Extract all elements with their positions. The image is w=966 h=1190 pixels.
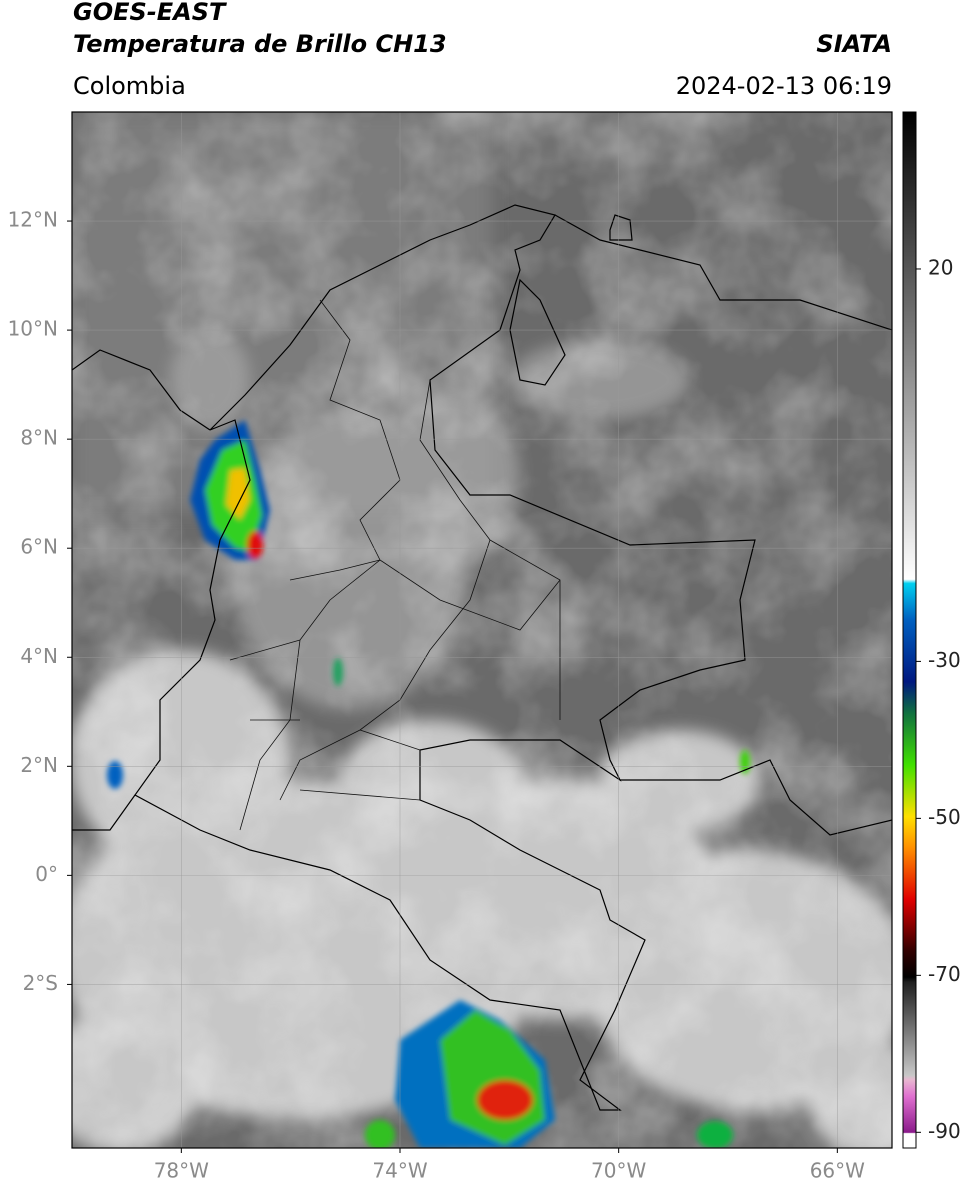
colorbar-tick-label: 20 [928,255,953,279]
region: Colombia [73,72,186,100]
departments [229,299,561,831]
y-tick-label: 2°N [20,753,58,777]
x-tick-label: 78°W [154,1159,209,1183]
x-tick-label: 66°W [810,1159,865,1183]
y-tick-label: 10°N [8,317,58,341]
colorbar [902,111,917,1149]
colorbar-tick-label: -90 [928,1119,961,1143]
colorbar-tick-label: -70 [928,962,961,986]
y-tick-label: 4°N [20,644,58,668]
timestamp: 2024-02-13 06:19 [676,72,892,100]
subtitle: Temperatura de Brillo CH13 [73,30,447,58]
x-tick-label: 74°W [372,1159,427,1183]
source: SIATA [816,30,892,58]
y-tick-label: 8°N [20,426,58,450]
colorbar-tick-label: -50 [928,805,961,829]
y-tick-label: 0° [35,862,58,886]
satellite-image [72,112,892,1148]
coastline [72,214,892,836]
grid [72,112,892,1148]
map-frame [71,111,893,1149]
y-tick-label: 12°N [8,208,58,232]
y-tick-label: 6°N [20,535,58,559]
y-tick-label: 2°S [23,971,58,995]
title: GOES-EAST [73,0,227,26]
x-tick-label: 70°W [591,1159,646,1183]
colorbar-tick-label: -30 [928,648,961,672]
